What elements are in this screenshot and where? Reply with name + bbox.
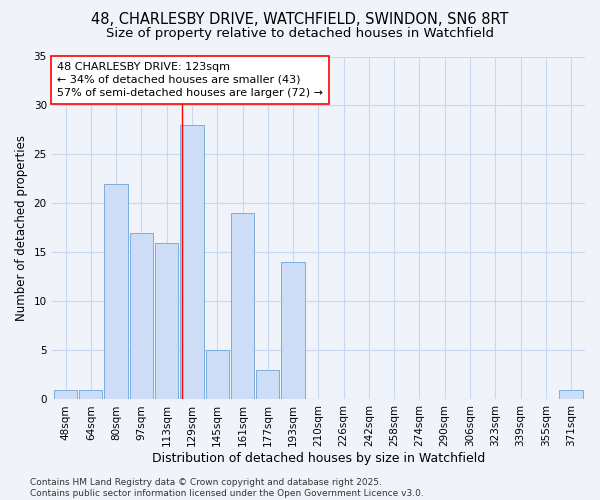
- Bar: [155, 242, 178, 400]
- Bar: [104, 184, 128, 400]
- Bar: [206, 350, 229, 400]
- Y-axis label: Number of detached properties: Number of detached properties: [15, 135, 28, 321]
- Text: Contains HM Land Registry data © Crown copyright and database right 2025.
Contai: Contains HM Land Registry data © Crown c…: [30, 478, 424, 498]
- X-axis label: Distribution of detached houses by size in Watchfield: Distribution of detached houses by size …: [152, 452, 485, 465]
- Bar: [181, 125, 203, 400]
- Bar: [281, 262, 305, 400]
- Bar: [231, 214, 254, 400]
- Bar: [256, 370, 280, 400]
- Text: 48, CHARLESBY DRIVE, WATCHFIELD, SWINDON, SN6 8RT: 48, CHARLESBY DRIVE, WATCHFIELD, SWINDON…: [91, 12, 509, 28]
- Text: 48 CHARLESBY DRIVE: 123sqm
← 34% of detached houses are smaller (43)
57% of semi: 48 CHARLESBY DRIVE: 123sqm ← 34% of deta…: [57, 62, 323, 98]
- Text: Size of property relative to detached houses in Watchfield: Size of property relative to detached ho…: [106, 28, 494, 40]
- Bar: [79, 390, 103, 400]
- Bar: [130, 233, 153, 400]
- Bar: [559, 390, 583, 400]
- Bar: [54, 390, 77, 400]
